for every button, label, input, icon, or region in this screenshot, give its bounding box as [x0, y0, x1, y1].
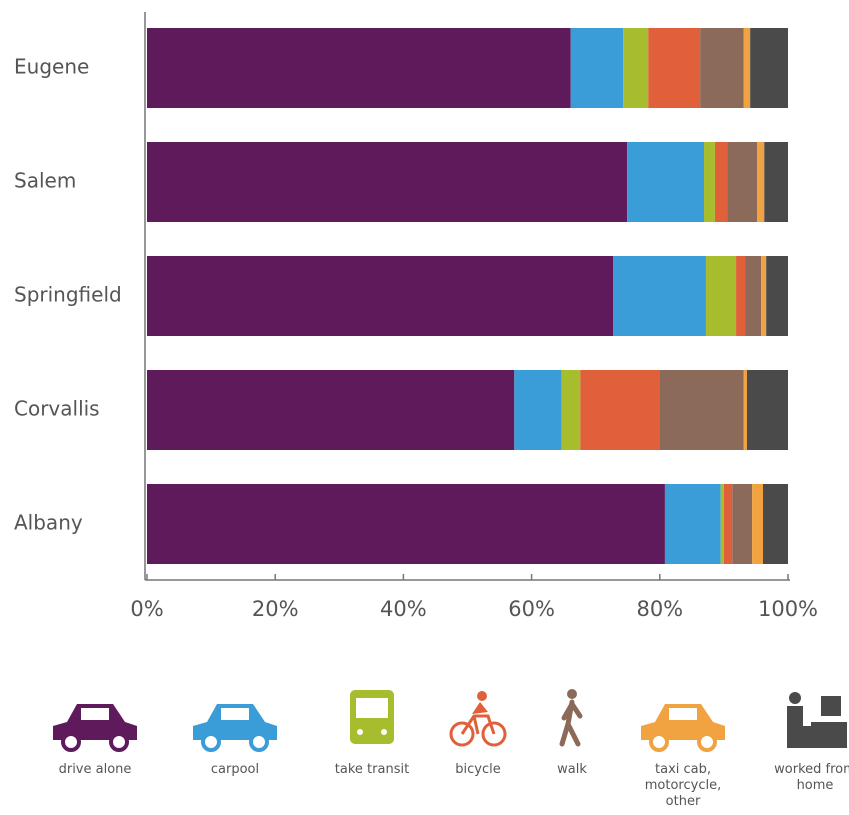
- bar-segment: [736, 256, 746, 336]
- wheel: [249, 732, 269, 752]
- bar-segment: [147, 142, 628, 222]
- bar-segment: [147, 370, 515, 450]
- legend-icon: [193, 704, 277, 752]
- bar-segment: [745, 256, 762, 336]
- bar-segment: [147, 256, 614, 336]
- car-body: [53, 704, 137, 740]
- wheel: [201, 732, 221, 752]
- legend-icon: [350, 690, 394, 744]
- bar-segment: [561, 370, 581, 450]
- bike-wheel: [449, 721, 475, 747]
- category-label: Springfield: [14, 283, 122, 307]
- bike-wheel: [481, 721, 507, 747]
- bar-segment: [613, 256, 706, 336]
- worker: [787, 706, 815, 748]
- legend-label: bicycle: [455, 762, 501, 777]
- monitor: [821, 696, 841, 716]
- bar-segment: [766, 256, 788, 336]
- desk: [811, 722, 847, 748]
- bar-segment: [714, 142, 728, 222]
- bar-segment: [752, 484, 764, 564]
- legend-label: taxi cab, motorcycle, other: [644, 762, 722, 809]
- x-tick-label: 0%: [130, 597, 163, 621]
- bar-segment: [750, 28, 788, 108]
- x-tick-label: 60%: [508, 597, 555, 621]
- bar-segment: [763, 484, 788, 564]
- bar-segment: [648, 28, 701, 108]
- x-tick-label: 20%: [252, 597, 299, 621]
- wheel: [649, 732, 669, 752]
- bar-segment: [627, 142, 705, 222]
- x-tick-label: 40%: [380, 597, 427, 621]
- car-body: [193, 704, 277, 740]
- wheel: [61, 732, 81, 752]
- walker-head: [567, 689, 577, 699]
- legend-icon: [787, 692, 847, 748]
- bar-segment: [720, 484, 724, 564]
- bar-segment: [570, 28, 624, 108]
- legend-icon: [53, 704, 137, 752]
- car-window: [221, 708, 249, 720]
- bar-segment: [147, 28, 571, 108]
- legend-label: carpool: [210, 762, 260, 777]
- bar-segment: [659, 370, 744, 450]
- bar-segment: [705, 256, 737, 336]
- bar-segment: [764, 142, 788, 222]
- bar-segment: [746, 370, 788, 450]
- bar-segment: [743, 370, 747, 450]
- bus-light: [357, 729, 363, 735]
- worker-head: [789, 692, 801, 704]
- bar-segment: [514, 370, 562, 450]
- legend-icon: [559, 689, 583, 747]
- bar-segment: [704, 142, 715, 222]
- bar-segment: [761, 256, 767, 336]
- bar-segment: [743, 28, 751, 108]
- x-tick-label: 100%: [758, 597, 818, 621]
- bar-segment: [727, 142, 758, 222]
- bus-light: [381, 729, 387, 735]
- bus-window: [356, 698, 388, 718]
- bar-segment: [623, 28, 649, 108]
- car-body: [641, 704, 725, 740]
- bar-segment: [723, 484, 733, 564]
- bar-segment: [580, 370, 660, 450]
- rider-head: [477, 691, 487, 701]
- x-tick-label: 80%: [636, 597, 683, 621]
- wheel: [109, 732, 129, 752]
- category-label: Corvallis: [14, 397, 100, 421]
- legend-icon: [641, 704, 725, 752]
- car-window: [81, 708, 109, 720]
- bar-segment: [700, 28, 744, 108]
- legend-label: take transit: [334, 762, 410, 777]
- legend-label: walk: [557, 762, 587, 777]
- bar-segment: [757, 142, 765, 222]
- rider: [472, 702, 488, 714]
- legend-icon: [449, 691, 507, 747]
- category-label: Albany: [14, 511, 83, 535]
- legend-label: drive alone: [58, 762, 132, 777]
- bar-segment: [664, 484, 721, 564]
- wheel: [697, 732, 717, 752]
- bike-frame: [460, 714, 496, 735]
- category-label: Eugene: [14, 55, 89, 79]
- legend-label: worked from home: [774, 762, 849, 793]
- bar-segment: [732, 484, 753, 564]
- category-label: Salem: [14, 169, 76, 193]
- walker: [559, 699, 583, 747]
- car-window: [669, 708, 697, 720]
- bar-segment: [147, 484, 665, 564]
